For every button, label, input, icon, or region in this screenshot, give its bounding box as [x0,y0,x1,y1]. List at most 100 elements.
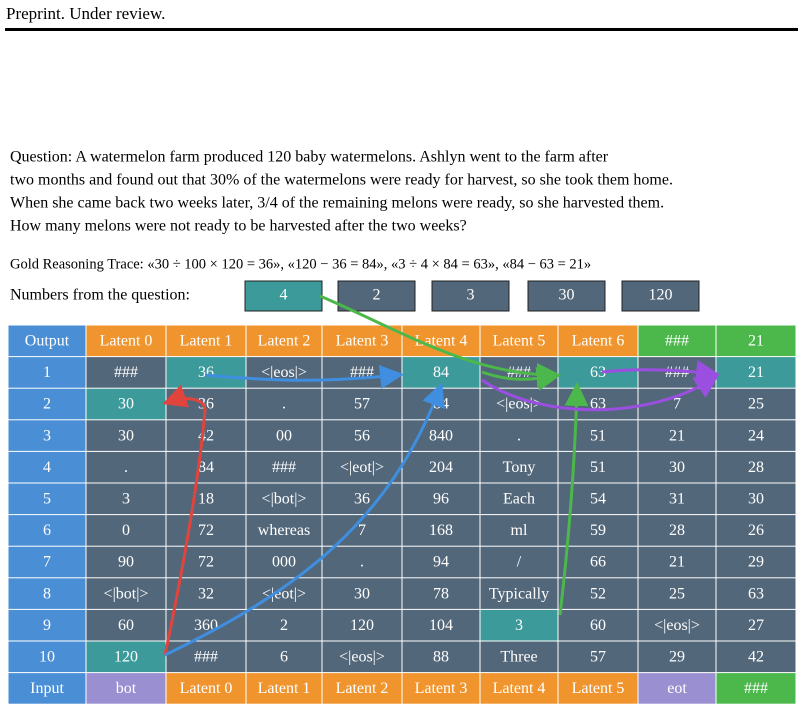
table-cell [716,388,796,420]
table-cell [86,515,166,546]
cell-text: Latent 3 [336,332,389,349]
cell-text: 31 [669,490,685,507]
cell-text: <|eot|> [262,585,306,602]
cell-text: 21 [748,332,764,349]
cell-text: 36 [198,396,214,413]
table-cell [402,515,480,546]
table-cell [558,578,638,609]
table-cell [716,609,796,641]
cell-text: 168 [429,522,453,539]
numbers-label: Numbers from the question: [10,287,190,304]
table-cell [166,357,246,388]
cell-text: Latent 5 [572,680,625,697]
cell-text: ### [665,364,689,381]
table-cell [322,641,402,673]
table-cell [558,609,638,641]
cell-text: 57 [354,396,370,413]
cell-text: 1 [43,364,51,381]
cell-text: Latent 2 [336,680,389,697]
number-box [244,280,323,312]
cell-text: 7 [673,396,681,413]
cell-text: 30 [118,396,134,413]
table-cell [166,546,246,578]
number-box [337,280,416,312]
table-cell [246,546,322,578]
table-cell [558,325,638,357]
cell-text: Latent 6 [572,332,625,349]
cell-text: Input [30,680,64,697]
cell-text: 00 [276,427,292,444]
cell-text: Three [500,648,537,665]
cell-text: 2 [43,396,51,413]
table-cell [638,546,716,578]
cell-text: 94 [433,554,449,571]
cell-text: Latent 1 [180,332,233,349]
table-cell [716,515,796,546]
cell-text: 7 [358,522,366,539]
table-cell [246,673,322,704]
cell-text: 52 [590,585,606,602]
cell-text: <|bot|> [104,585,149,602]
cell-text: 24 [748,427,764,444]
cell-text: 72 [198,522,214,539]
table-cell [716,420,796,451]
header-rule [5,28,798,31]
cell-text: 72 [198,554,214,571]
cell-text: 54 [590,490,606,507]
table-cell [638,578,716,609]
table-cell [86,483,166,515]
cell-text: 21 [669,427,685,444]
table-cell [480,673,558,704]
table-cell [8,609,86,641]
table-cell [246,325,322,357]
table-cell [322,451,402,483]
table-cell [166,673,246,704]
cell-text: 59 [590,522,606,539]
cell-text: 36 [198,364,214,381]
table-cell [322,325,402,357]
cell-text: Latent 5 [493,332,546,349]
table-cell [86,388,166,420]
cell-text: bot [116,680,137,697]
table-cell [322,578,402,609]
cell-text: 96 [433,490,449,507]
arrow [204,364,404,389]
cell-text: 6 [43,522,51,539]
cell-text: <|eot|> [340,459,384,476]
table-cell [246,515,322,546]
table-cell [86,325,166,357]
table-cell [8,357,86,388]
number-box [431,280,510,312]
cell-text: 7 [43,554,51,571]
cell-text: 21 [669,554,685,571]
cell-text: . [360,554,364,571]
table-cell [166,483,246,515]
cell-text: 66 [590,554,606,571]
gold-trace: Gold Reasoning Trace: «30 ÷ 100 × 120 = … [10,256,591,272]
cell-text: Typically [489,585,549,602]
table-cell [402,641,480,673]
table-cell [716,641,796,673]
arrow [319,294,561,387]
table-cell [8,420,86,451]
table-cell [480,420,558,451]
table-cell [322,483,402,515]
cell-text: / [517,554,522,571]
cell-text: 30 [354,585,370,602]
table-cell [558,673,638,704]
cell-text: ml [511,522,528,539]
cell-text: 28 [669,522,685,539]
cell-text: 0 [122,522,130,539]
table-cell [246,641,322,673]
table-cell [8,483,86,515]
table-cell [322,673,402,704]
table-cell [638,515,716,546]
table-cell [86,357,166,388]
cell-text: 29 [748,554,764,571]
table-cell [8,515,86,546]
table-cell [638,673,716,704]
cell-text: Latent 0 [100,332,153,349]
table-cell [246,357,322,388]
table-cell [322,388,402,420]
